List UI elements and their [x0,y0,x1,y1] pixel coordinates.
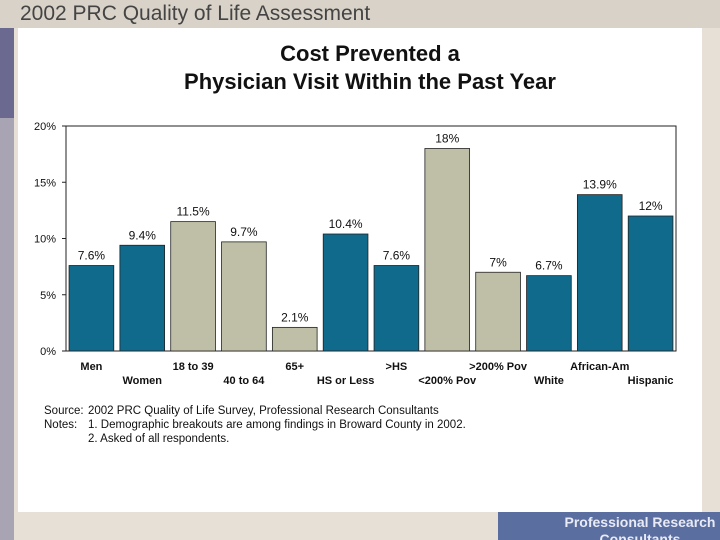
data-label: 11.5% [177,205,210,219]
data-label: 9.7% [230,225,258,239]
data-label: 10.4% [329,217,363,231]
notes-label: Notes: [44,419,78,431]
data-label: 9.4% [129,228,157,242]
source-label: Source: [44,405,84,417]
data-label: 7% [489,255,507,269]
bar-18-to-39 [170,221,216,352]
x-tick-label: 18 to 39 [173,361,214,373]
source-text: 2002 PRC Quality of Life Survey, Profess… [88,405,439,417]
x-tick-label: >200% Pov [469,361,528,373]
bar-200-pov [424,148,471,352]
bar-200-pov [475,271,521,352]
bar-white [526,275,572,352]
title-bar-background [0,0,720,28]
y-tick-label: 20% [34,121,56,133]
footer-text: Professional Research Consultants [564,514,716,540]
bar-women [119,244,166,352]
bar-african-am [576,194,623,352]
note-1: 1. Demographic breakouts are among findi… [88,419,466,431]
left-accent-block [0,28,14,118]
data-label: 12% [639,199,663,213]
footer-banner: Professional Research Consultants [498,512,720,540]
x-tick-label: 40 to 64 [223,375,265,387]
data-label: 7.6% [78,249,106,263]
bar-hs [373,265,420,352]
y-tick-label: 10% [34,234,56,246]
chart-title-line-1: Cost Prevented a [280,41,460,66]
x-tick-label: <200% Pov [418,375,477,387]
chart-title: Cost Prevented a Physician Visit Within … [160,40,580,96]
x-tick-label: African-Am [570,361,630,373]
y-tick-label: 5% [40,290,56,302]
x-tick-label: >HS [386,361,408,373]
x-tick-label: 65+ [285,361,304,373]
data-label: 13.9% [583,178,617,192]
x-tick-label: HS or Less [317,375,374,387]
slide-title: 2002 PRC Quality of Life Assessment [20,2,371,25]
data-label: 18% [435,132,459,146]
source-notes: Source: 2002 PRC Quality of Life Survey, … [44,404,466,446]
data-label: 2.1% [281,310,309,324]
x-tick-label: Hispanic [628,375,674,387]
y-tick-label: 15% [34,177,56,189]
y-tick-label: 0% [40,346,56,358]
bar-hs-or-less [322,233,369,352]
data-label: 7.6% [383,249,411,263]
bar-hispanic [627,215,674,352]
left-accent-bar [0,28,14,540]
data-label: 6.7% [535,259,563,273]
x-tick-label: Women [122,375,162,387]
note-2: 2. Asked of all respondents. [88,433,230,445]
bar-40-to-64 [221,241,267,352]
x-tick-label: Men [80,361,102,373]
chart-title-line-2: Physician Visit Within the Past Year [184,69,556,94]
bar-65 [271,326,318,352]
bar-men [68,265,115,352]
plot-area [65,125,677,352]
x-tick-label: White [534,375,564,387]
